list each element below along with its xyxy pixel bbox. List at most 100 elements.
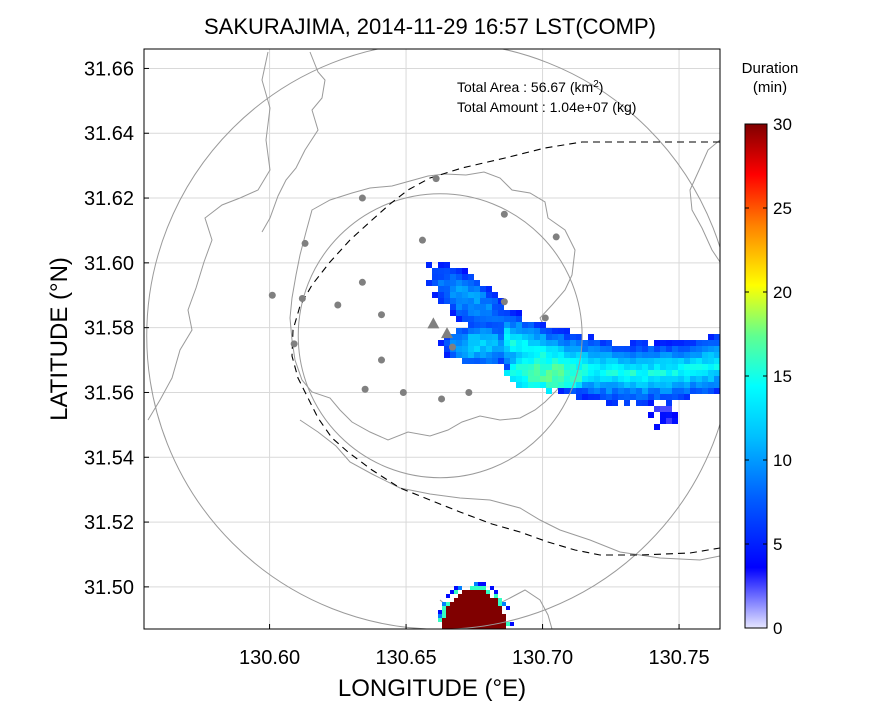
plume-cell bbox=[468, 358, 474, 364]
plume-cell bbox=[474, 358, 480, 364]
plume-cell bbox=[540, 328, 546, 334]
plume-cell bbox=[540, 340, 546, 346]
dense-patch-cell bbox=[482, 586, 486, 590]
plume-cell bbox=[624, 370, 630, 376]
plume-cell bbox=[498, 340, 504, 346]
plume-cell bbox=[546, 334, 552, 340]
plume-cell bbox=[648, 394, 654, 400]
plume-cell bbox=[672, 340, 678, 346]
plume-cell bbox=[660, 412, 666, 418]
plume-cell bbox=[516, 364, 522, 370]
plume-cell bbox=[636, 352, 642, 358]
plume-cell bbox=[534, 322, 540, 328]
plume-cell bbox=[528, 328, 534, 334]
dense-patch-cell bbox=[454, 622, 458, 626]
plume-cell bbox=[642, 388, 648, 394]
plume-cell bbox=[696, 358, 702, 364]
plume-cell bbox=[534, 358, 540, 364]
plume-cell bbox=[666, 388, 672, 394]
plume-cell bbox=[522, 358, 528, 364]
plume-cell bbox=[564, 352, 570, 358]
dense-patch-cell bbox=[502, 626, 506, 629]
dense-patch-cell bbox=[462, 594, 466, 598]
dense-patch-cell bbox=[490, 610, 494, 614]
plume-cell bbox=[540, 334, 546, 340]
dense-patch-cell bbox=[462, 606, 466, 610]
dense-patch-cell bbox=[446, 626, 450, 629]
dense-patch-cell bbox=[506, 622, 510, 626]
plume-cell bbox=[588, 394, 594, 400]
plume-cell bbox=[486, 286, 492, 292]
plume-cell bbox=[504, 310, 510, 316]
plume-cell bbox=[648, 370, 654, 376]
dense-patch-cell bbox=[466, 590, 470, 594]
plume-cell bbox=[528, 370, 534, 376]
plume-cell bbox=[462, 340, 468, 346]
dense-patch-cell bbox=[450, 590, 454, 594]
plume-cell bbox=[642, 364, 648, 370]
plume-cell bbox=[462, 310, 468, 316]
plume-cell bbox=[570, 340, 576, 346]
dense-patch-cell bbox=[482, 606, 486, 610]
plume-cell bbox=[486, 334, 492, 340]
coastline-south bbox=[299, 419, 720, 561]
plume-cell bbox=[654, 388, 660, 394]
plume-cell bbox=[642, 370, 648, 376]
stations-layer bbox=[268, 175, 560, 403]
plume-cell bbox=[528, 340, 534, 346]
dense-patch-cell bbox=[474, 582, 478, 586]
plume-cell bbox=[570, 334, 576, 340]
plume-cell bbox=[474, 304, 480, 310]
dense-patch-cell bbox=[442, 622, 446, 626]
plume-cell bbox=[588, 370, 594, 376]
plume-cell bbox=[660, 340, 666, 346]
plume-cell bbox=[450, 292, 456, 298]
plume-cell bbox=[438, 274, 444, 280]
plume-cell bbox=[678, 364, 684, 370]
plume-cell bbox=[594, 394, 600, 400]
station-marker bbox=[377, 311, 385, 319]
plume-cell bbox=[468, 304, 474, 310]
dense-patch-cell bbox=[470, 606, 474, 610]
plume-cell bbox=[624, 400, 630, 406]
plume-cell bbox=[666, 358, 672, 364]
dense-patch-cell bbox=[442, 618, 446, 622]
plume-cell bbox=[486, 310, 492, 316]
plume-cell bbox=[516, 310, 522, 316]
plume-cell bbox=[612, 400, 618, 406]
plume-cell bbox=[582, 370, 588, 376]
plume-cell bbox=[456, 316, 462, 322]
plume-cell bbox=[630, 376, 636, 382]
dense-patch-cell bbox=[494, 590, 498, 594]
y-tick-label: 31.52 bbox=[84, 512, 134, 534]
plume-cell bbox=[588, 346, 594, 352]
dense-patch-cell bbox=[466, 606, 470, 610]
dense-patch-cell bbox=[442, 614, 446, 618]
plume-cell bbox=[600, 364, 606, 370]
dense-patch-cell bbox=[494, 606, 498, 610]
plume-cell bbox=[624, 364, 630, 370]
plume-cell bbox=[696, 376, 702, 382]
plume-cell bbox=[456, 292, 462, 298]
colorbar-title-line1: Duration bbox=[742, 60, 799, 77]
plume-cell bbox=[588, 388, 594, 394]
plume-cell bbox=[486, 358, 492, 364]
plume-cell bbox=[492, 316, 498, 322]
plume-cell bbox=[456, 310, 462, 316]
plume-cell bbox=[696, 346, 702, 352]
plume-cell bbox=[498, 352, 504, 358]
plume-cell bbox=[666, 382, 672, 388]
dense-patch-cell bbox=[478, 598, 482, 602]
plume-cell bbox=[552, 364, 558, 370]
plume-cell bbox=[660, 358, 666, 364]
plume-cell bbox=[600, 358, 606, 364]
dense-patch-cell bbox=[478, 606, 482, 610]
plume-cell bbox=[702, 388, 708, 394]
plume-cell bbox=[702, 346, 708, 352]
plume-cell bbox=[696, 382, 702, 388]
dense-patch-cell bbox=[474, 606, 478, 610]
plume-cell bbox=[462, 298, 468, 304]
plume-cell bbox=[480, 346, 486, 352]
plume-cell bbox=[468, 328, 474, 334]
plume-cell bbox=[546, 376, 552, 382]
